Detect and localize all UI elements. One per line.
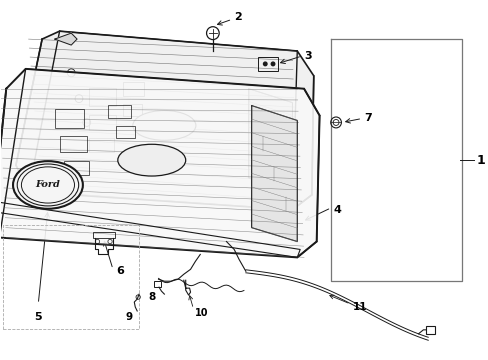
Circle shape [263, 62, 266, 66]
Text: 7: 7 [364, 113, 371, 123]
Text: 3: 3 [304, 51, 311, 61]
Polygon shape [0, 69, 319, 257]
Text: 11: 11 [352, 302, 366, 312]
Ellipse shape [118, 144, 185, 176]
Text: 10: 10 [195, 308, 208, 318]
Text: 2: 2 [234, 12, 242, 22]
Bar [64, 161, 88, 175]
Text: 8: 8 [148, 292, 155, 302]
Text: 9: 9 [125, 312, 133, 322]
Text: 1: 1 [476, 154, 485, 167]
Polygon shape [251, 105, 297, 242]
Ellipse shape [133, 111, 196, 140]
Bar [88, 88, 116, 105]
Bar [88, 138, 114, 152]
Polygon shape [55, 33, 77, 45]
Bar [153, 281, 161, 287]
Polygon shape [16, 31, 313, 210]
Polygon shape [248, 89, 292, 192]
Ellipse shape [13, 161, 82, 209]
Bar [92, 231, 115, 238]
Bar [108, 105, 131, 118]
Bar [426, 326, 434, 334]
Text: 4: 4 [332, 205, 340, 215]
Bar [60, 136, 86, 152]
Bar [116, 126, 135, 138]
Text: 5: 5 [34, 312, 42, 322]
Circle shape [271, 62, 274, 66]
Bar [88, 114, 116, 130]
Bar [122, 82, 143, 96]
Bar [55, 109, 83, 129]
Text: 6: 6 [116, 266, 123, 276]
Bar [122, 104, 142, 116]
Text: Ford: Ford [36, 180, 60, 189]
